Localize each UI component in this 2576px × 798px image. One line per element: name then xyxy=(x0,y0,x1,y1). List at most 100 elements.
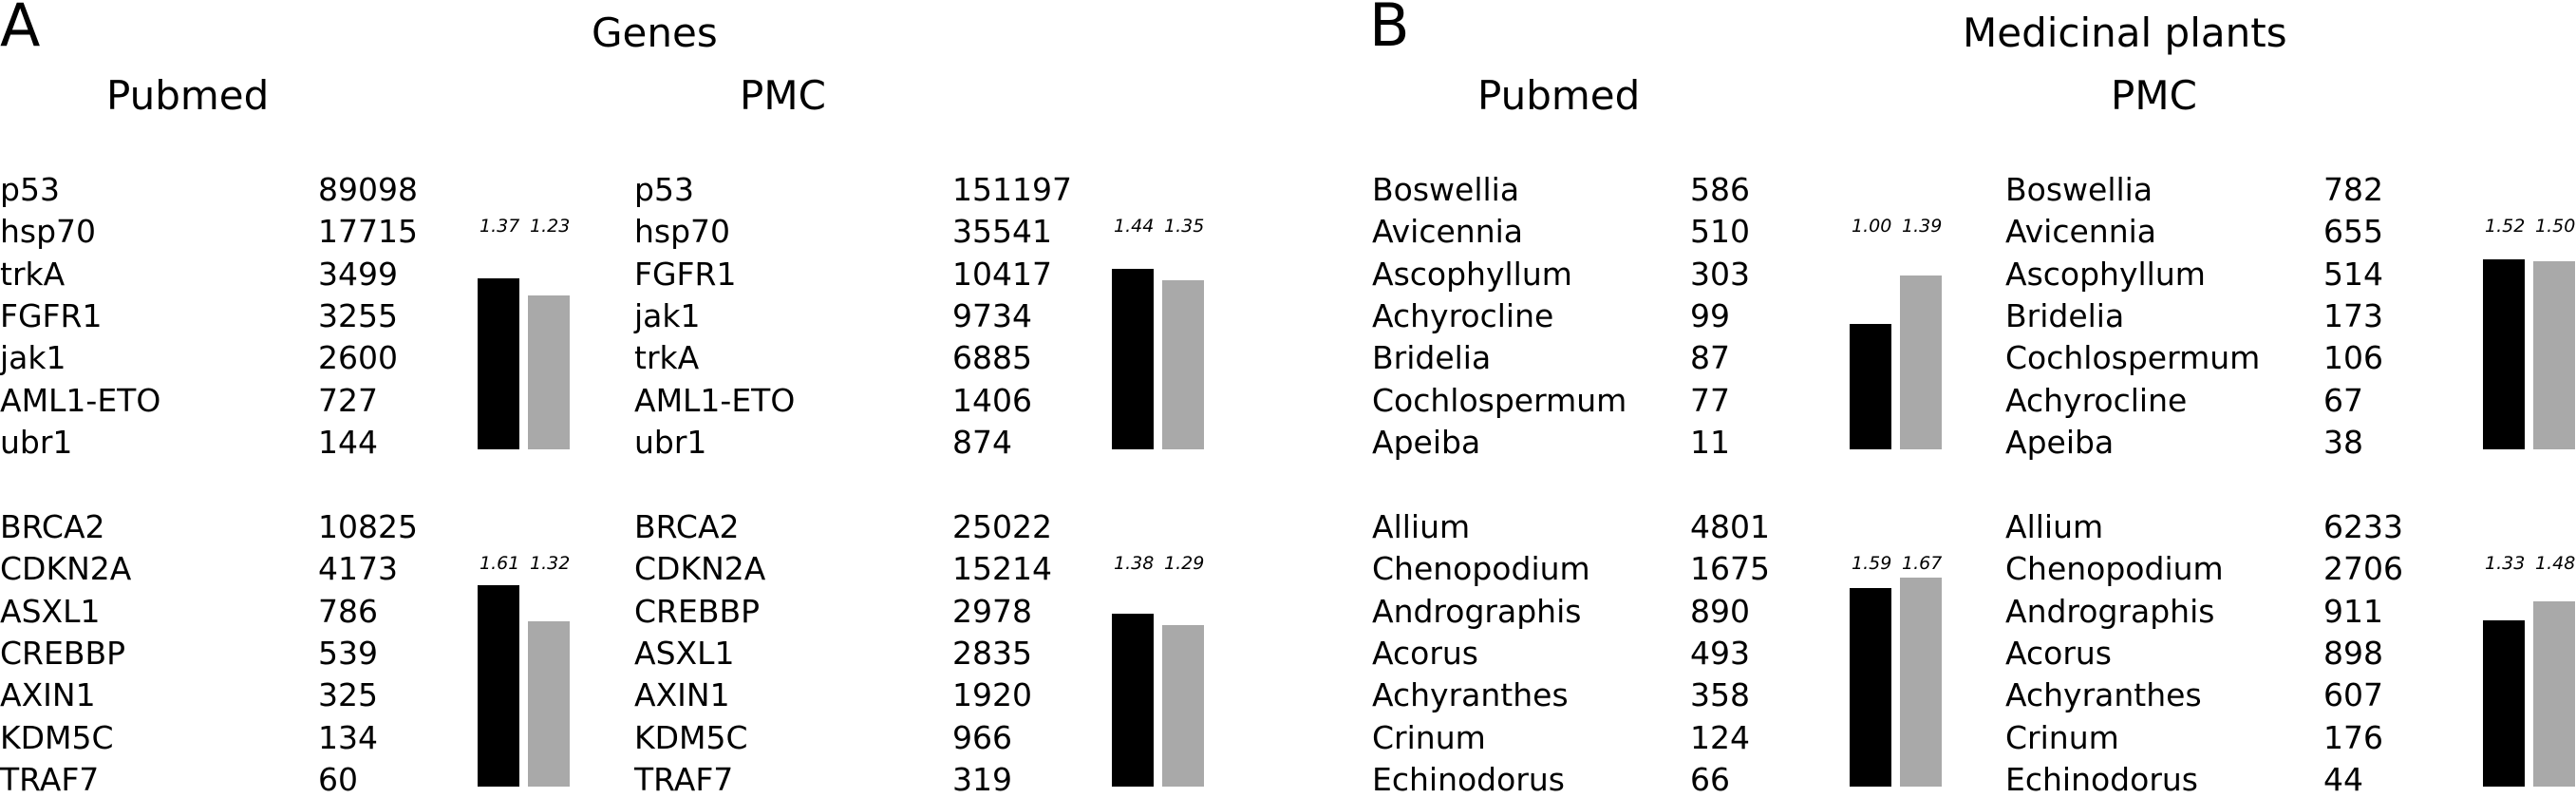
row-count: 35541 xyxy=(952,213,1052,251)
bar-value-label: 1.29 xyxy=(1164,553,1205,574)
row-count: 782 xyxy=(2323,171,2383,208)
row-count: 2835 xyxy=(952,634,1032,672)
row-count: 66 xyxy=(1690,760,1730,798)
column-title-genes-pmc: PMC xyxy=(740,72,826,119)
row-count: 319 xyxy=(952,760,1012,798)
row-count: 10417 xyxy=(952,255,1052,293)
row-count: 911 xyxy=(2323,592,2383,630)
bar-value-label: 1.37 xyxy=(479,216,520,237)
row-count: 38 xyxy=(2323,423,2363,461)
row-name: CREBBP xyxy=(634,592,760,630)
row-name: p53 xyxy=(0,171,60,208)
row-count: 303 xyxy=(1690,255,1750,293)
row-name: Echinodorus xyxy=(2005,760,2198,798)
row-count: 4801 xyxy=(1690,508,1770,545)
row-name: Andrographis xyxy=(1372,592,1582,630)
row-count: 2978 xyxy=(952,592,1032,630)
row-name: Andrographis xyxy=(2005,592,2215,630)
row-name: AML1-ETO xyxy=(634,381,796,419)
bar-a-pubmed-g1-1 xyxy=(478,277,519,449)
bar-a-pubmed-g1-2 xyxy=(528,294,570,449)
bar-b-pmc-g2-1 xyxy=(2483,619,2525,787)
row-count: 44 xyxy=(2323,760,2363,798)
row-name: TRAF7 xyxy=(0,760,100,798)
row-name: Crinum xyxy=(1372,718,1486,756)
row-name: FGFR1 xyxy=(0,296,103,334)
row-count: 144 xyxy=(318,423,378,461)
row-count: 134 xyxy=(318,718,378,756)
row-name: Apeiba xyxy=(1372,423,1481,461)
bar-value-label: 1.23 xyxy=(530,216,571,237)
row-name: KDM5C xyxy=(0,718,114,756)
row-name: AXIN1 xyxy=(634,676,730,714)
row-name: ubr1 xyxy=(634,423,707,461)
row-count: 1406 xyxy=(952,381,1032,419)
row-count: 67 xyxy=(2323,381,2363,419)
row-count: 786 xyxy=(318,592,378,630)
row-count: 493 xyxy=(1690,634,1750,672)
row-count: 358 xyxy=(1690,676,1750,714)
row-name: FGFR1 xyxy=(634,255,737,293)
row-count: 15214 xyxy=(952,550,1052,588)
bar-b-pubmed-g1-1 xyxy=(1850,324,1891,449)
row-name: Acorus xyxy=(2005,634,2113,672)
row-count: 510 xyxy=(1690,213,1750,251)
row-name: TRAF7 xyxy=(634,760,734,798)
row-name: Achyranthes xyxy=(1372,676,1569,714)
row-name: Bridelia xyxy=(2005,296,2125,334)
bar-value-label: 1.59 xyxy=(1852,553,1892,574)
row-count: 874 xyxy=(952,423,1012,461)
row-count: 898 xyxy=(2323,634,2383,672)
row-count: 124 xyxy=(1690,718,1750,756)
column-title-genes-pubmed: Pubmed xyxy=(106,72,270,119)
row-count: 3255 xyxy=(318,296,398,334)
row-name: Cochlospermum xyxy=(2005,339,2261,377)
section-title-genes: Genes xyxy=(592,10,718,56)
row-count: 77 xyxy=(1690,381,1730,419)
bar-b-pubmed-g2-1 xyxy=(1850,587,1891,787)
row-count: 60 xyxy=(318,760,358,798)
row-name: ASXL1 xyxy=(0,592,101,630)
row-name: Avicennia xyxy=(2005,213,2157,251)
row-name: Achyrocline xyxy=(2005,381,2188,419)
bar-value-label: 1.38 xyxy=(1114,553,1155,574)
row-count: 151197 xyxy=(952,171,1072,208)
row-name: Boswellia xyxy=(1372,171,1520,208)
row-count: 1920 xyxy=(952,676,1032,714)
row-name: Ascophyllum xyxy=(2005,255,2206,293)
bar-a-pubmed-g2-2 xyxy=(528,621,570,787)
row-name: Ascophyllum xyxy=(1372,255,1572,293)
row-name: hsp70 xyxy=(0,213,97,251)
bar-value-label: 1.50 xyxy=(2535,216,2576,237)
bar-value-label: 1.33 xyxy=(2485,553,2526,574)
bar-value-label: 1.44 xyxy=(1114,216,1155,237)
bar-a-pubmed-g2-1 xyxy=(478,584,519,787)
row-name: CDKN2A xyxy=(634,550,766,588)
row-name: Echinodorus xyxy=(1372,760,1565,798)
bar-a-pmc-g1-1 xyxy=(1112,269,1154,449)
row-name: Avicennia xyxy=(1372,213,1524,251)
row-name: AXIN1 xyxy=(0,676,96,714)
row-name: Bridelia xyxy=(1372,339,1492,377)
row-count: 89098 xyxy=(318,171,418,208)
bar-value-label: 1.52 xyxy=(2485,216,2526,237)
row-count: 6885 xyxy=(952,339,1032,377)
row-count: 106 xyxy=(2323,339,2383,377)
bar-a-pmc-g1-2 xyxy=(1162,280,1204,449)
row-count: 2600 xyxy=(318,339,398,377)
bar-value-label: 1.00 xyxy=(1852,216,1892,237)
row-name: trkA xyxy=(0,255,66,293)
row-name: AML1-ETO xyxy=(0,381,161,419)
row-name: Acorus xyxy=(1372,634,1479,672)
bar-value-label: 1.67 xyxy=(1902,553,1943,574)
row-name: Cochlospermum xyxy=(1372,381,1627,419)
row-count: 727 xyxy=(318,381,378,419)
bar-b-pubmed-g1-2 xyxy=(1900,275,1942,449)
row-count: 9734 xyxy=(952,296,1032,334)
column-title-plants-pubmed: Pubmed xyxy=(1477,72,1641,119)
row-count: 890 xyxy=(1690,592,1750,630)
row-name: Crinum xyxy=(2005,718,2119,756)
row-name: jak1 xyxy=(634,296,701,334)
row-count: 607 xyxy=(2323,676,2383,714)
column-title-plants-pmc: PMC xyxy=(2111,72,2197,119)
